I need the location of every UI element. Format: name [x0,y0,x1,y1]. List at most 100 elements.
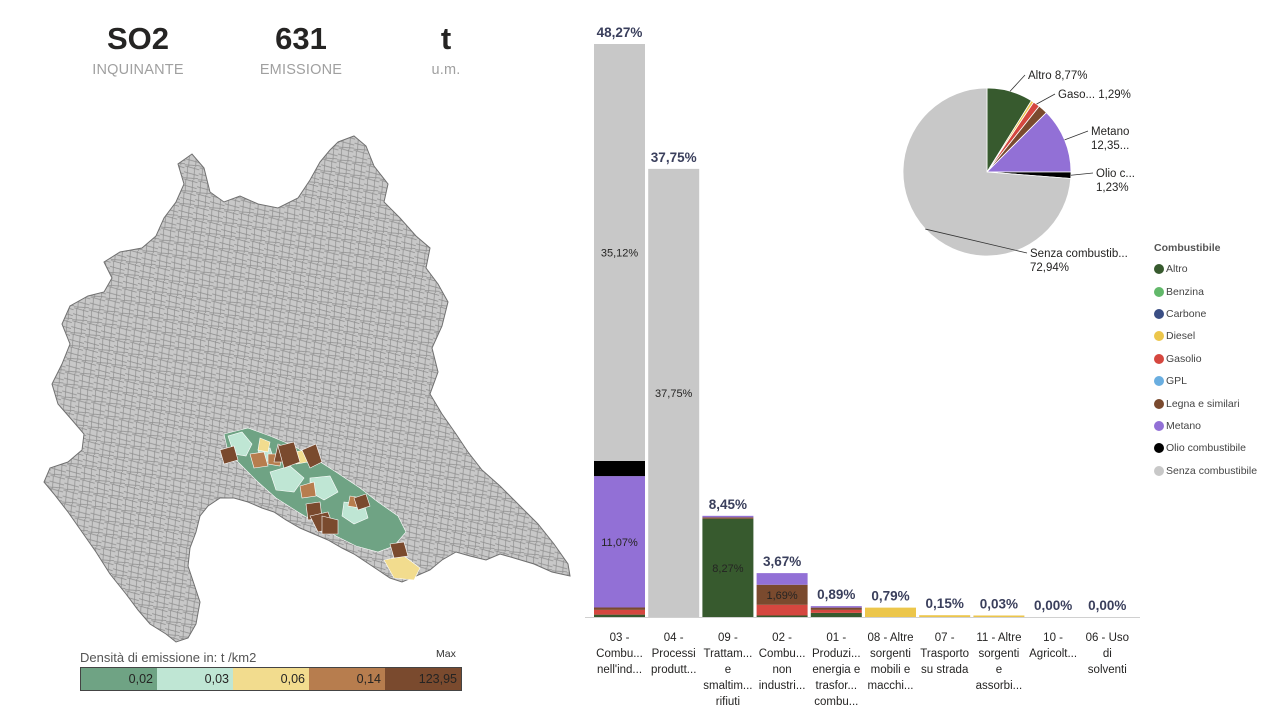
category-label-0: 03 - [610,632,630,644]
kpi-emission-value: 631 [275,21,327,56]
fuel-legend-item-0[interactable]: Altro [1154,258,1257,280]
bar-total-label-9: 0,00% [1088,598,1126,613]
category-label-2: rifiuti [716,696,740,708]
pie-leader-line [1064,130,1089,141]
fuel-legend-label: Altro [1166,263,1188,276]
map-legend-class-2: 0,06 [233,668,309,690]
bar-total-label-7: 0,03% [980,597,1018,612]
category-label-2: e [725,664,731,676]
bar-segment-6-diesel[interactable] [919,615,971,617]
legend-dot-icon [1154,465,1164,476]
map-legend-scale: 0,02 0,03 0,06 0,14 123,95 [80,667,462,691]
kpi-pollutant: SO2 INQUINANTE [63,20,213,78]
map-legend-class-4: 123,95 [385,668,461,690]
bar-segment-4-metano[interactable] [810,606,862,608]
bar-segment-0-metano[interactable] [594,476,645,608]
category-label-0: nell'ind... [597,664,642,676]
bar-total-label-0: 48,27% [597,25,643,40]
legend-dot-icon [1154,398,1164,409]
fuel-legend-label: Metano [1166,419,1202,432]
bar-segment-2-metano[interactable] [702,515,754,518]
pie-leader-line [1009,74,1026,92]
fuel-legend-item-8[interactable]: Olio combustibile [1154,437,1257,459]
fuel-legend-item-1[interactable]: Benzina [1154,280,1257,302]
pie-label-2: Gaso... 1,29% [1058,89,1131,101]
segment-data-label-1: 11,07% [601,537,638,549]
kpi-unit: t u.m. [371,20,521,78]
bar-segment-4-gasolio[interactable] [810,609,862,613]
bar-total-label-8: 0,00% [1034,598,1072,613]
fuel-legend-item-6[interactable]: Legna e similari [1154,392,1257,414]
bar-segment-1-senza-combustibile[interactable] [648,168,700,617]
category-label-4: 01 - [826,632,846,644]
fuel-legend-item-2[interactable]: Carbone [1154,303,1257,325]
map-legend-class-0: 0,02 [81,668,157,690]
pie-leader-line [1070,172,1094,176]
kpi-unit-label: u.m. [431,62,461,78]
bar-segment-3-gasolio[interactable] [756,604,808,616]
pie-label-6: 72,94% [1030,262,1069,274]
category-label-4: trasfor... [816,680,858,692]
category-label-2: Trattam... [704,648,753,660]
segment-data-label-0: 35,12% [601,247,639,259]
bar-segment-5-diesel[interactable] [865,607,916,617]
bar-segment-2-legna-e-similari[interactable] [702,517,754,519]
category-label-7: assorbi... [976,680,1023,692]
bar-segment-3-legna-e-similari[interactable] [756,584,808,605]
legend-dot-icon [1154,308,1164,319]
fuel-pie-chart[interactable]: Altro 8,77% Gaso... 1,29% Metano 12,35... Ol… [880,60,1170,290]
category-label-2: 09 - [718,632,738,644]
bar-segment-0-altro[interactable] [594,614,645,617]
pie-slice-metano[interactable] [986,112,1072,173]
pie-leader-line [1036,93,1056,105]
bar-segment-7-diesel[interactable] [973,615,1025,618]
fuel-legend-item-5[interactable]: GPL [1154,370,1257,392]
bar-segment-3-altro[interactable] [756,615,808,618]
segment-data-label-4: 1,69% [766,590,797,602]
bar-segment-3-metano[interactable] [756,573,808,585]
bar-segment-0-senza-combustibile[interactable] [594,44,645,461]
segment-data-label-2: 37,75% [655,388,693,400]
category-label-5: macchi... [867,680,913,692]
category-label-7: 11 - Altre [976,632,1021,644]
bar-segment-2-altro[interactable] [702,518,754,617]
category-label-1: produtt... [651,664,696,676]
map-legend-title: Densità di emissione in: t /km2 [80,650,257,665]
category-label-5: sorgenti [870,648,911,660]
category-label-2: smaltim... [703,680,752,692]
category-label-5: 08 - Altre [867,632,913,644]
pie-label-4: Metano [1091,126,1129,138]
bar-total-label-1: 37,75% [651,150,697,165]
pie-leader-line [925,228,1028,254]
bar-segment-0-gasolio[interactable] [594,609,645,615]
fuel-legend-item-9[interactable]: Senza combustibile [1154,460,1257,482]
density-zones [219,427,421,581]
category-label-8: 10 - [1043,632,1063,644]
bar-segment-4-legna-e-similari[interactable] [810,607,862,610]
bar-total-label-2: 8,45% [709,497,747,512]
fuel-legend-label: Carbone [1166,307,1207,320]
category-label-6: su strada [921,664,969,676]
emission-density-map[interactable] [38,132,578,647]
kpi-emission-label: EMISSIONE [259,62,343,78]
bar-segment-0-olio-combustibile[interactable] [594,460,645,477]
category-label-3: industri... [759,680,806,692]
bar-total-label-4: 0,89% [817,587,855,602]
legend-dot-icon [1154,353,1164,364]
pie-label-4: 12,35... [1091,140,1129,152]
fuel-legend-label: Senza combustibile [1166,464,1258,477]
region-shape[interactable] [43,135,571,643]
category-label-3: 02 - [772,632,792,644]
legend-dot-icon [1154,264,1164,275]
category-label-5: mobili e [871,664,911,676]
fuel-legend-item-4[interactable]: Gasolio [1154,348,1257,370]
bar-segment-0-legna-e-similari[interactable] [594,607,645,610]
fuel-legend-label: Gasolio [1166,352,1202,365]
fuel-legend-item-7[interactable]: Metano [1154,415,1257,437]
legend-dot-icon [1154,286,1164,297]
category-label-4: combu... [814,696,858,708]
fuel-legend-item-3[interactable]: Diesel [1154,325,1257,347]
sector-bar-chart[interactable]: 48,27% 03 - Combu... nell'ind... 37,75% 04 - P… [585,0,1145,720]
legend-dot-icon [1154,443,1164,454]
bar-segment-4-altro[interactable] [810,612,862,617]
